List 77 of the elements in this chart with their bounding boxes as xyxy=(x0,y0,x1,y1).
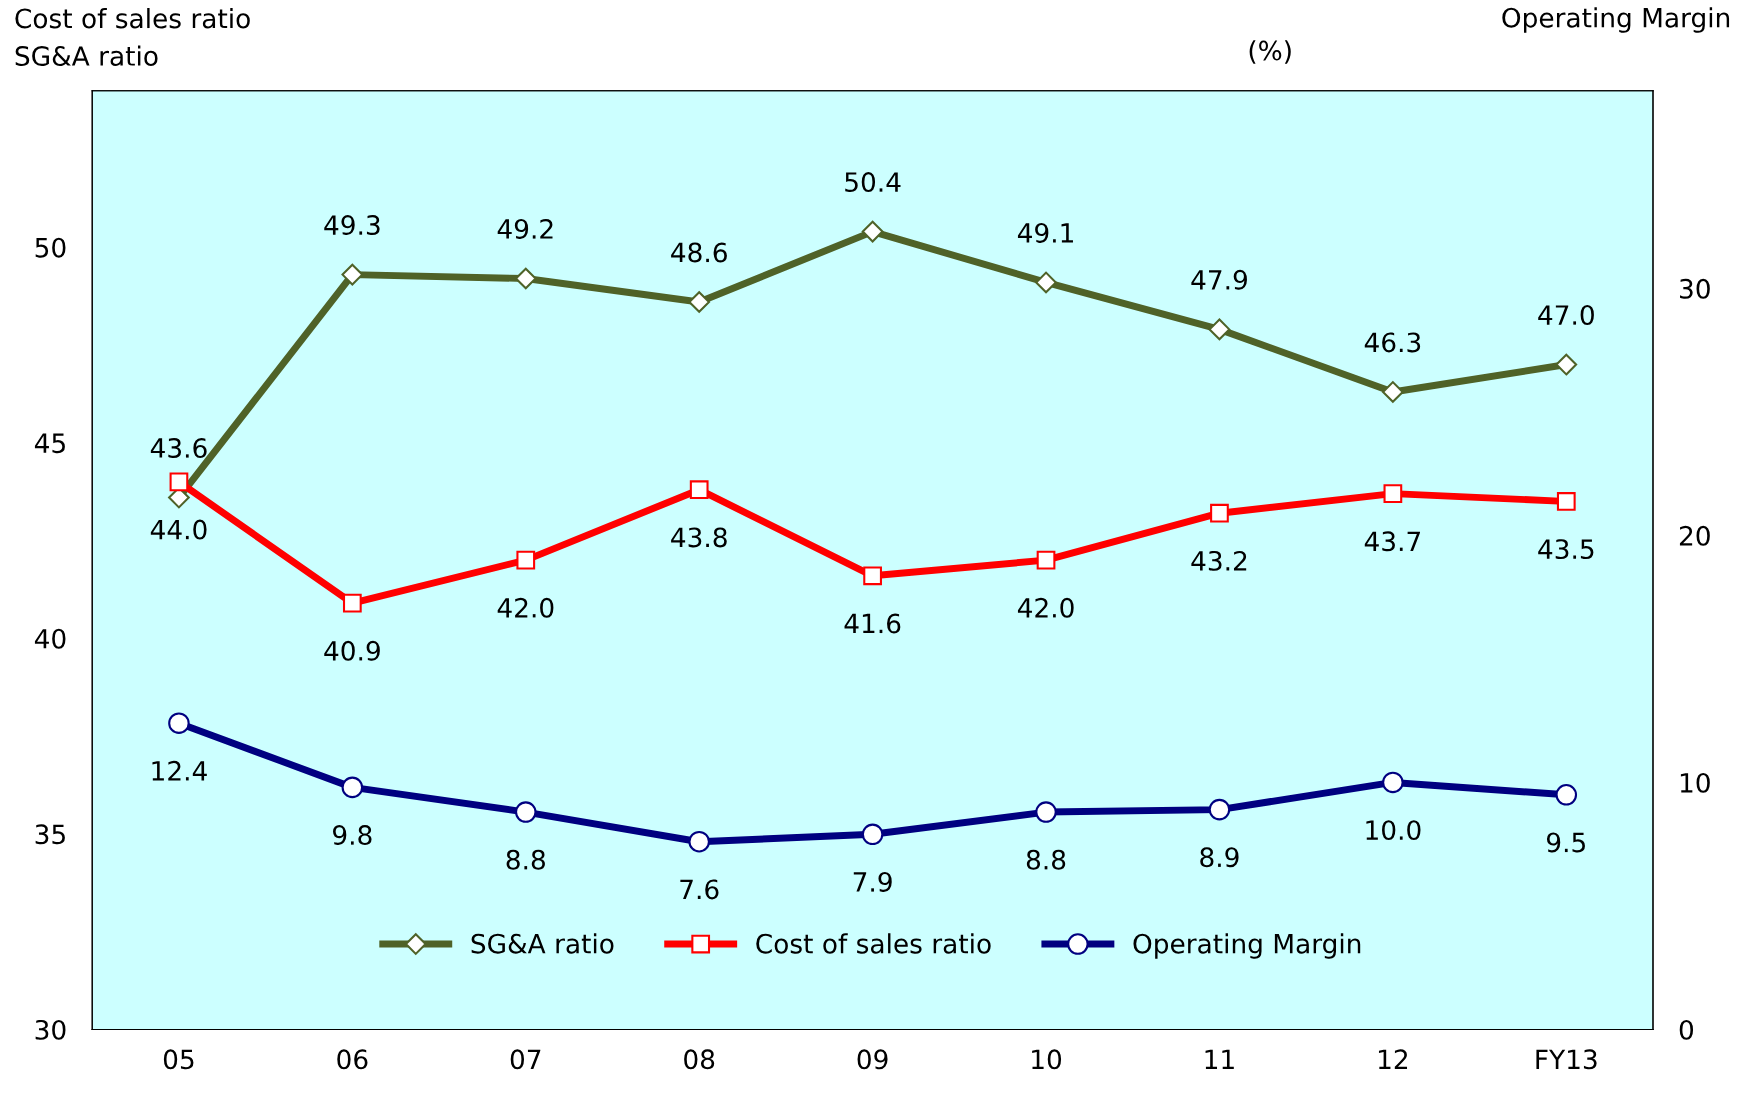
x-tick-label: 07 xyxy=(510,1049,541,1070)
point xyxy=(1208,798,1231,821)
point xyxy=(1555,353,1578,376)
x-tick-label: 10 xyxy=(1032,1049,1062,1070)
y-tick-label: 30 xyxy=(35,1019,66,1040)
text: (%) xyxy=(1249,40,1291,64)
data-label: 41.6 xyxy=(844,613,901,634)
data-label: 43.8 xyxy=(671,527,727,548)
data-label: 40.9 xyxy=(324,640,380,661)
data-label: 48.6 xyxy=(671,242,727,263)
data-label: 9.8 xyxy=(333,825,372,846)
legend-label: Cost of sales ratio xyxy=(756,933,991,954)
data-label: 10.0 xyxy=(1366,820,1421,841)
point xyxy=(863,566,882,586)
y-tick-label: 45 xyxy=(34,433,65,454)
point xyxy=(341,776,364,799)
data-label: 49.2 xyxy=(497,219,553,239)
legend-label: SG&A ratio xyxy=(471,933,614,954)
point xyxy=(1382,381,1404,403)
data-label: 43.6 xyxy=(150,438,207,458)
data-label: 9.5 xyxy=(1546,832,1585,853)
data-label: 8.8 xyxy=(1026,849,1066,870)
point xyxy=(688,830,710,853)
x-tick-label: 05 xyxy=(163,1049,194,1070)
point xyxy=(1382,771,1404,794)
point xyxy=(688,291,711,313)
data-label: 50.4 xyxy=(845,172,901,193)
y2-tick-label: 20 xyxy=(1679,525,1710,546)
point xyxy=(168,712,190,734)
data-label: 43.2 xyxy=(1191,550,1247,571)
data-label: 47.0 xyxy=(1538,305,1594,326)
data-label: 7.6 xyxy=(680,879,719,900)
point xyxy=(1035,801,1057,823)
data-label: 49.1 xyxy=(1017,222,1073,243)
y-tick-label: 50 xyxy=(35,237,66,258)
y2-tick-label: 10 xyxy=(1680,772,1710,793)
point xyxy=(341,263,364,286)
data-label: 42.0 xyxy=(497,597,554,618)
point xyxy=(1035,271,1057,294)
data-label: 8.8 xyxy=(506,849,545,870)
y2-axis-title: Operating Margin xyxy=(1502,7,1730,33)
point xyxy=(861,220,884,243)
point xyxy=(861,823,884,846)
data-label: 42.0 xyxy=(1017,597,1074,618)
point xyxy=(515,801,537,823)
point xyxy=(1036,550,1056,570)
y2-tick-label: 0 xyxy=(1679,1019,1694,1040)
data-label: 7.9 xyxy=(853,872,892,892)
data-label: 43.5 xyxy=(1538,539,1594,560)
x-tick-label: 12 xyxy=(1378,1049,1408,1069)
point xyxy=(342,593,362,613)
x-tick-label: 06 xyxy=(337,1049,368,1070)
data-label: 43.7 xyxy=(1364,531,1420,552)
point xyxy=(1210,503,1229,523)
x-tick-label: FY13 xyxy=(1536,1049,1597,1070)
y-tick-label: 40 xyxy=(34,628,66,649)
y2-tick-label: 30 xyxy=(1680,278,1710,299)
y-tick-label: 35 xyxy=(35,824,65,845)
point xyxy=(514,267,537,290)
point xyxy=(1556,492,1576,511)
point xyxy=(516,550,536,570)
x-tick-label: 08 xyxy=(684,1049,715,1070)
legend-label: Operating Margin xyxy=(1133,933,1361,959)
y-axis-title: Cost of sales ratio SG&A ratio xyxy=(15,8,250,66)
point xyxy=(1555,784,1578,806)
data-label: 12.4 xyxy=(152,760,207,781)
data-label: 44.0 xyxy=(150,519,207,540)
point xyxy=(169,472,189,492)
data-label: 8.9 xyxy=(1200,847,1239,868)
data-label: 46.3 xyxy=(1364,332,1421,353)
data-label: 47.9 xyxy=(1191,269,1247,290)
point xyxy=(1383,484,1403,504)
point xyxy=(1208,318,1231,341)
x-tick-label: 11 xyxy=(1205,1049,1234,1069)
x-tick-label: 09 xyxy=(857,1049,888,1070)
point xyxy=(689,480,709,500)
data-label: 49.3 xyxy=(324,215,380,236)
